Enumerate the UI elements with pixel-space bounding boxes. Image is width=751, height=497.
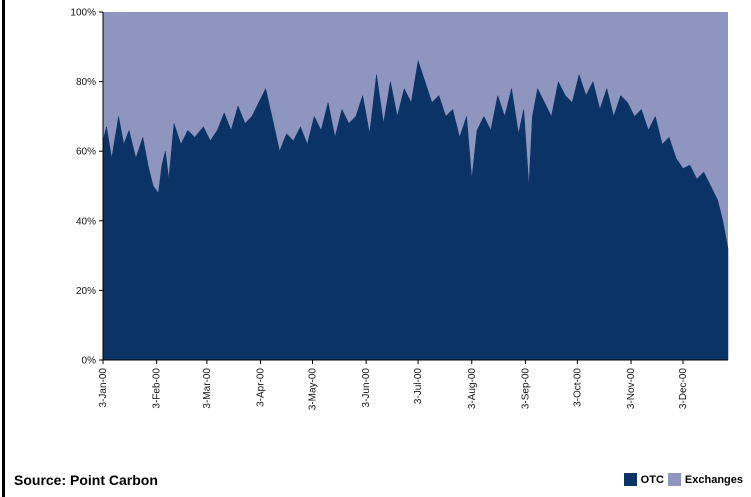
x-tick-label: 3-May-00 [307, 368, 318, 411]
source-note: Source: Point Carbon [14, 472, 158, 488]
x-tick-label: 3-Oct-00 [572, 368, 583, 407]
x-tick-label: 3-Dec-00 [678, 368, 689, 410]
x-tick-label: 3-Nov-00 [626, 368, 637, 410]
market-share-area-chart: 0% 20% 40% 60% 80% 100% 3-Jan-00 3-Feb-00 3-Mar-… [70, 8, 729, 411]
series-otc-area [102, 60, 729, 361]
y-tick-label: 100% [70, 8, 96, 19]
x-tick-label: 3-Jul-00 [413, 368, 424, 405]
x-tick-label: 3-Feb-00 [152, 368, 163, 409]
legend: OTC Exchanges [623, 473, 743, 486]
x-tick-label: 3-Aug-00 [467, 368, 478, 410]
x-tick-label: 3-Apr-00 [256, 368, 267, 407]
y-tick-label: 60% [76, 147, 96, 158]
legend-label-otc: OTC [640, 473, 664, 486]
y-tick-label: 20% [76, 286, 96, 297]
x-tick-label: 3-Jun-00 [361, 368, 372, 408]
x-tick-label: 3-Sep-00 [520, 368, 531, 410]
legend-label-exchanges: Exchanges [684, 473, 743, 486]
legend-swatch-exchanges [667, 473, 681, 486]
x-tick-label: 3-Jan-00 [98, 368, 109, 408]
x-tick-label: 3-Mar-00 [202, 368, 213, 409]
y-tick-label: 40% [76, 216, 96, 227]
plot-area [102, 12, 729, 361]
axes: 0% 20% 40% 60% 80% 100% 3-Jan-00 3-Feb-00 3-Mar-… [70, 8, 728, 411]
y-tick-label: 0% [82, 356, 97, 367]
legend-swatch-otc [623, 473, 637, 486]
left-border-rule [2, 0, 5, 497]
y-tick-label: 80% [76, 77, 96, 88]
